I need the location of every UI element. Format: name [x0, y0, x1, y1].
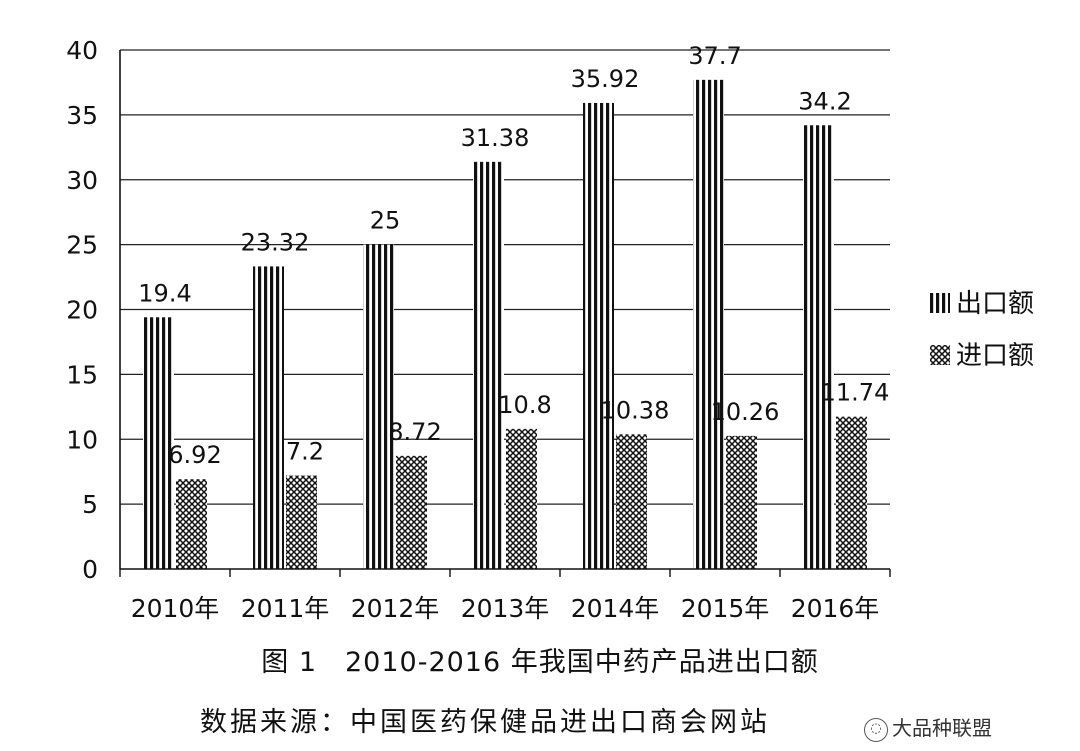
import-data-label: 10.38	[601, 396, 670, 424]
import-bar	[726, 435, 757, 569]
y-tick-label: 5	[82, 490, 98, 519]
x-tick-label: 2010年	[131, 594, 220, 623]
export-data-label: 25	[370, 207, 401, 235]
import-data-label: 11.74	[821, 379, 890, 407]
import-bar	[396, 455, 427, 569]
y-tick-label: 40	[66, 36, 98, 65]
x-tick-label: 2012年	[351, 594, 440, 623]
import-bar	[506, 428, 537, 569]
import-bar	[286, 475, 317, 569]
import-bar	[176, 479, 207, 569]
export-bar	[583, 102, 614, 570]
import-data-label: 8.72	[388, 418, 441, 446]
y-tick-label: 35	[66, 101, 98, 130]
legend-swatch-import	[930, 345, 950, 365]
bars	[143, 79, 867, 570]
export-bar	[693, 79, 724, 569]
import-data-label: 10.8	[498, 391, 551, 419]
export-bar	[143, 317, 174, 569]
x-tick-label: 2014年	[571, 594, 660, 623]
y-tick-label: 15	[66, 360, 98, 389]
export-bar	[473, 161, 504, 570]
export-bar	[803, 125, 834, 569]
x-axis-ticks: 2010年 2011年 2012年 2013年 2014年 2015年 2016年	[131, 594, 880, 623]
y-tick-label: 0	[82, 555, 98, 584]
wechat-icon: ◌	[864, 717, 888, 742]
export-data-label: 35.92	[571, 65, 640, 93]
x-tick-label: 2016年	[791, 594, 880, 623]
import-data-label: 7.2	[286, 438, 324, 466]
export-data-label: 37.7	[688, 42, 741, 70]
axes	[119, 50, 891, 577]
import-data-label: 6.92	[168, 441, 221, 469]
import-data-label: 10.26	[711, 398, 780, 426]
source-caption: 数据来源：中国医药保健品进出口商会网站	[200, 707, 770, 738]
import-bar	[836, 416, 867, 569]
y-tick-label: 20	[66, 296, 98, 325]
export-data-label: 23.32	[241, 228, 310, 256]
y-tick-label: 10	[66, 425, 98, 454]
y-axis-ticks: 0 5 10 15 20 25 30 35 40	[66, 36, 98, 584]
figure-caption: 图 1 2010-2016 年我国中药产品进出口额	[261, 647, 819, 678]
x-tick-label: 2015年	[681, 594, 770, 623]
export-data-label: 31.38	[461, 124, 530, 152]
watermark-text: 大品种联盟	[892, 716, 992, 740]
bar-chart: 0 5 10 15 20 25 30 35 40 19.4 23.32 25 31.38 35.92 37…	[66, 36, 1034, 623]
y-tick-label: 30	[66, 166, 98, 195]
legend-label-export: 出口额	[956, 289, 1034, 319]
import-bar	[616, 434, 647, 569]
gridlines	[120, 49, 890, 505]
legend-label-import: 进口额	[956, 341, 1034, 371]
export-bar	[253, 266, 284, 569]
export-bar	[363, 244, 394, 569]
export-data-label: 34.2	[798, 87, 851, 115]
watermark: ◌ 大品种联盟	[858, 710, 998, 744]
export-data-label: 19.4	[138, 279, 191, 307]
x-tick-label: 2013年	[461, 594, 550, 623]
data-labels: 19.4 23.32 25 31.38 35.92 37.7 34.2 6.92 7.2 8.72…	[138, 42, 889, 469]
x-tick-label: 2011年	[241, 594, 330, 623]
y-tick-label: 25	[66, 231, 98, 260]
legend-swatch-export	[930, 293, 950, 313]
